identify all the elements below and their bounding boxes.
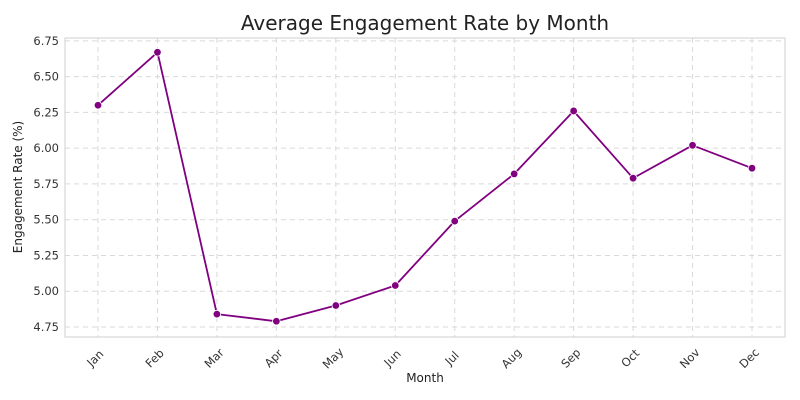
y-tick-label: 5.25 [33, 248, 59, 262]
x-tick-label: Jul [441, 348, 461, 368]
x-tick-label: Nov [677, 345, 703, 371]
data-point-aug [509, 169, 519, 179]
x-tick-label: Dec [736, 345, 762, 371]
data-point-jun [391, 281, 400, 290]
x-tick-label: Sep [558, 346, 583, 371]
y-tick-label: 5.75 [33, 177, 59, 191]
y-tick-label: 6.00 [33, 141, 59, 155]
y-tick-label: 6.50 [33, 70, 59, 84]
y-tick-label: 6.25 [33, 105, 59, 119]
series-engagement-rate [93, 48, 757, 326]
data-point-sep [569, 106, 578, 116]
data-point-feb [153, 48, 162, 57]
x-axis-label: Month [406, 371, 444, 385]
grid [65, 38, 785, 337]
data-point-apr [272, 317, 281, 326]
x-tick-label: Jun [380, 347, 403, 370]
x-tick-label: Apr [262, 346, 286, 370]
y-axis-label: Engagement Rate (%) [11, 121, 25, 253]
plot-frame [64, 37, 786, 338]
data-point-dec [747, 163, 757, 173]
y-axis-ticks: 4.75 5.00 5.25 5.50 5.75 6.00 6.25 6.50 6.75 [33, 34, 59, 334]
x-tick-label: Aug [498, 345, 524, 371]
data-point-jul [450, 216, 459, 226]
x-axis-ticks: Jan Feb Mar Apr May Jun Jul Aug Sep Oct Nov Dec [83, 345, 762, 372]
data-point-may [331, 301, 341, 310]
data-point-jan [93, 101, 103, 110]
y-tick-label: 6.75 [33, 34, 59, 48]
chart-title: Average Engagement Rate by Month [241, 11, 609, 35]
data-point-nov [688, 141, 697, 150]
x-tick-label: Mar [201, 345, 226, 370]
y-tick-label: 5.00 [33, 284, 59, 298]
y-tick-label: 5.50 [33, 213, 59, 227]
x-tick-label: Feb [142, 346, 166, 370]
data-point-oct [628, 174, 638, 183]
y-tick-label: 4.75 [33, 320, 59, 334]
x-tick-label: Oct [618, 346, 642, 370]
data-point-mar [212, 309, 222, 319]
series-line [97, 51, 753, 323]
x-tick-label: May [320, 345, 347, 372]
x-tick-label: Jan [83, 347, 106, 370]
